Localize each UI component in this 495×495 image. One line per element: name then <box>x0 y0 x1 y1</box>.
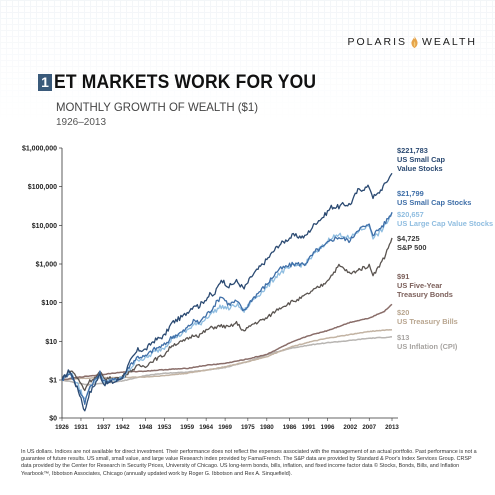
flame-icon <box>411 36 418 48</box>
x-tick-label: 1959 <box>180 424 194 431</box>
series-lines <box>61 172 393 412</box>
y-tick-label: $1,000 <box>36 262 58 269</box>
x-tick-label: 2002 <box>343 424 357 431</box>
series-line <box>61 237 393 392</box>
y-tick-label: $0 <box>49 416 57 423</box>
x-tick-label: 1926 <box>55 424 69 431</box>
y-tick-label: $1 <box>49 378 57 385</box>
series-name-label: US Treasury Bills <box>397 317 458 326</box>
series-value-label: $20 <box>397 308 409 317</box>
section-number-badge: 1 <box>38 74 52 91</box>
header-grid-pattern <box>0 0 495 120</box>
x-tick-label: 1991 <box>302 424 316 431</box>
series-line <box>61 303 393 381</box>
series-line <box>61 172 393 412</box>
chart-years: 1926–2013 <box>56 117 107 128</box>
series-value-label: $13 <box>397 333 409 342</box>
x-tick-label: 1996 <box>321 424 335 431</box>
y-tick-label: $10 <box>45 339 57 346</box>
chart-subtitle: MONTHLY GROWTH OF WEALTH ($1) <box>56 100 259 114</box>
x-tick-label: 1942 <box>116 424 130 431</box>
title-block: 1 ET MARKETS WORK FOR YOU <box>38 72 339 93</box>
y-tick-label: $100 <box>41 300 57 307</box>
brand-name-right: WEALTH <box>422 36 477 48</box>
series-name-label: Treasury Bonds <box>397 290 453 299</box>
x-tick-label: 2013 <box>385 424 399 431</box>
x-tick-label: 1937 <box>97 424 111 431</box>
x-tick-label: 1980 <box>260 424 274 431</box>
brand-logo: POLARIS WEALTH <box>347 36 477 48</box>
series-value-label: $21,799 <box>397 189 424 198</box>
y-tick-label: $100,000 <box>28 184 57 191</box>
x-tick-label: 2007 <box>362 424 376 431</box>
series-name-label: US Small Cap Stocks <box>397 198 471 207</box>
series-name-label: S&P 500 <box>397 243 426 252</box>
page-title: ET MARKETS WORK FOR YOU <box>54 72 317 93</box>
x-tick-label: 1953 <box>158 424 172 431</box>
brand-name-left: POLARIS <box>347 36 408 48</box>
series-name-label: US Inflation (CPI) <box>397 342 458 351</box>
y-tick-label: $10,000 <box>32 223 57 230</box>
series-value-label: $221,783 <box>397 146 428 155</box>
series-value-label: $4,725 <box>397 234 420 243</box>
series-line <box>61 212 393 400</box>
x-tick-label: 1931 <box>74 424 88 431</box>
x-tick-label: 1975 <box>241 424 255 431</box>
series-name-label: Value Stocks <box>397 164 443 173</box>
footnote-disclaimer: In US dollars. Indices are not available… <box>21 449 477 477</box>
x-tick-label: 1986 <box>283 424 297 431</box>
series-value-label: $20,657 <box>397 210 424 219</box>
series-name-label: US Small Cap <box>397 155 446 164</box>
x-tick-label: 1969 <box>218 424 232 431</box>
x-tick-label: 1948 <box>139 424 153 431</box>
x-tick-label: 1964 <box>199 424 213 431</box>
x-axis: 1926 1931 1937 1942 1948 1953 1959 1964 1969 1975… <box>55 417 399 431</box>
series-name-label: US Large Cap Value Stocks <box>397 219 493 228</box>
series-value-label: $91 <box>397 272 409 281</box>
series-name-label: US Five-Year <box>397 281 442 290</box>
y-axis: $0 $1 $10 $100 $1,000 $10,000 $100,000 $1,000,0… <box>22 146 63 423</box>
y-tick-label: $1,000,000 <box>22 146 57 153</box>
